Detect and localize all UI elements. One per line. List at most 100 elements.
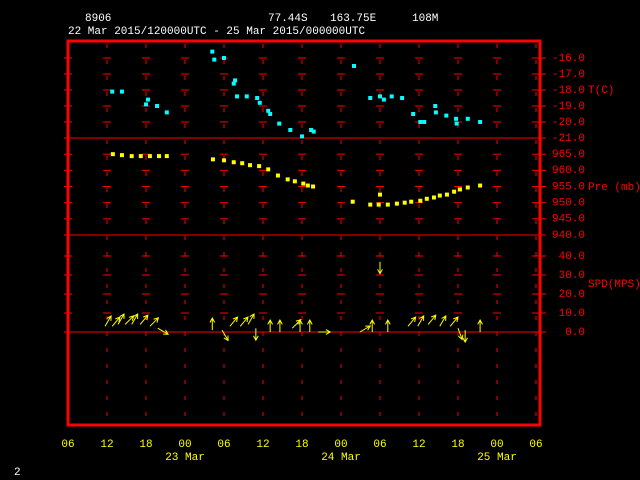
period: 22 Mar 2015/120000UTC - 25 Mar 2015/0000… (68, 26, 365, 38)
wind-arrow (221, 329, 229, 342)
point (244, 94, 249, 99)
point (164, 154, 169, 159)
point (300, 134, 304, 139)
y-tick-label: 965.0 (552, 149, 585, 161)
point (381, 97, 386, 102)
wind-arrow (117, 313, 125, 325)
y-tick-label: -19.0 (552, 101, 585, 113)
point (210, 157, 215, 162)
point (452, 189, 457, 194)
point (424, 196, 429, 201)
x-tick-label: 18 (451, 439, 464, 451)
point (309, 128, 314, 132)
wind-arrow (297, 318, 303, 332)
wind-arrow (149, 317, 160, 327)
point (389, 94, 394, 99)
y-tick-label: 10.0 (559, 308, 585, 320)
point (368, 96, 373, 100)
x-tick-label: 12 (412, 439, 425, 451)
point (157, 154, 161, 159)
point (233, 78, 238, 83)
wind-arrow (477, 318, 483, 332)
point (235, 94, 239, 99)
point (433, 104, 438, 108)
point (231, 81, 236, 86)
point (444, 113, 449, 118)
date-label: 24 Mar (321, 452, 361, 464)
latitude: 77.44S (268, 13, 308, 25)
point (268, 112, 273, 116)
y-tick-label: -17.0 (552, 69, 585, 81)
point (277, 121, 282, 126)
x-tick-label: 00 (490, 439, 503, 451)
elevation: 108M (412, 13, 438, 25)
point (350, 199, 355, 204)
wind-arrow (104, 315, 112, 327)
x-tick-label: 12 (100, 439, 113, 451)
point (378, 94, 382, 99)
point (288, 128, 293, 132)
wind-arrow (267, 318, 273, 332)
wind-arrow (427, 314, 437, 325)
axis-label: T(C) (588, 85, 614, 97)
point (222, 158, 226, 163)
axis-label: SPD(MPS) (588, 279, 640, 291)
point (478, 183, 483, 188)
wind-arrow (131, 313, 139, 325)
point (457, 187, 462, 192)
longitude: 163.75E (330, 13, 377, 25)
wind-arrow (277, 318, 283, 332)
point (454, 121, 459, 126)
y-tick-label: -18.0 (552, 85, 585, 97)
point (266, 108, 271, 113)
point (437, 193, 442, 198)
point (119, 89, 124, 94)
point (129, 154, 134, 159)
wind-arrow (449, 316, 459, 327)
x-tick-label: 00 (178, 439, 191, 451)
date-label: 25 Mar (477, 452, 517, 464)
point (368, 202, 373, 207)
point (418, 120, 423, 124)
point (444, 192, 449, 197)
y-tick-label: 40.0 (559, 251, 585, 263)
point (144, 102, 148, 107)
y-tick-label: 950.0 (552, 198, 585, 210)
y-tick-label: -20.0 (552, 117, 585, 129)
y-tick-label: 955.0 (552, 181, 585, 193)
wind-arrow (384, 318, 391, 332)
point (292, 179, 297, 184)
point (400, 96, 405, 100)
wind-arrow (111, 316, 121, 327)
y-tick-label: -21.0 (552, 133, 585, 145)
y-tick-label: -16.0 (552, 53, 585, 65)
point (248, 163, 252, 168)
point (301, 181, 306, 186)
point (240, 161, 245, 166)
point (266, 167, 271, 172)
y-tick-label: 20.0 (559, 289, 585, 301)
point (155, 104, 160, 108)
point (465, 116, 470, 121)
wind-arrow (369, 318, 376, 332)
x-tick-label: 06 (217, 439, 230, 451)
page-number: 2 (14, 467, 21, 479)
point (311, 129, 316, 134)
wind-arrow (306, 318, 313, 332)
point (145, 97, 150, 102)
point (418, 198, 423, 203)
point (222, 56, 226, 60)
x-tick-label: 18 (295, 439, 308, 451)
point (164, 110, 169, 115)
wind-arrow (247, 313, 255, 325)
point (147, 154, 152, 159)
x-tick-label: 12 (256, 439, 269, 451)
point (210, 49, 215, 54)
axis-label: Pre (mb) (588, 182, 640, 194)
plot-frame (66, 39, 542, 427)
point (431, 195, 436, 200)
wind-arrow (139, 314, 149, 325)
point (411, 112, 416, 116)
